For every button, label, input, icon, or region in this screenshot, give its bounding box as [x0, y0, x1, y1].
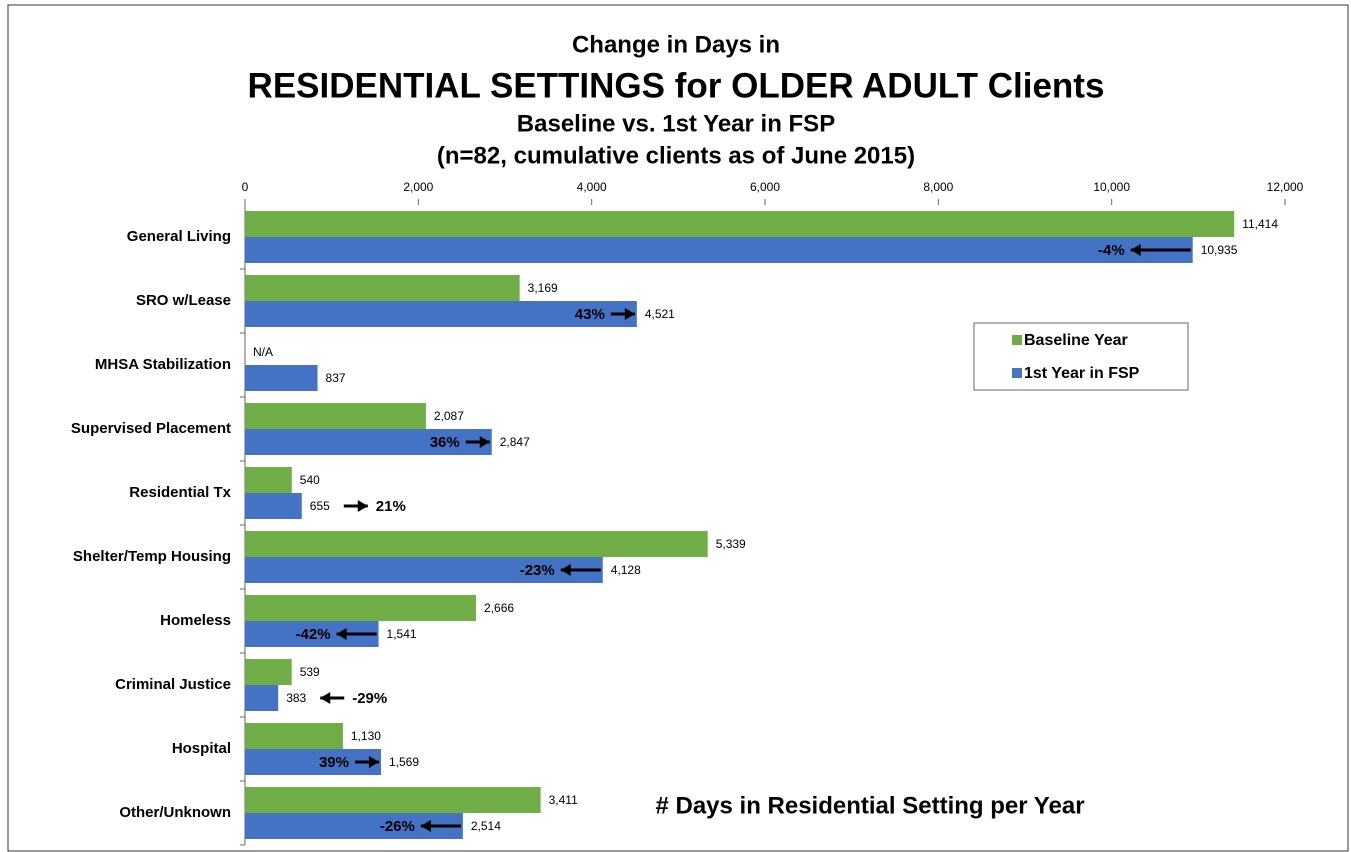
value-label: 383 [286, 691, 306, 705]
change-arrow-head [624, 308, 635, 320]
change-label: -26% [380, 818, 415, 835]
x-tick-label: 6,000 [750, 180, 780, 194]
y-tick-label: Criminal Justice [115, 676, 231, 693]
bar [245, 211, 1235, 237]
change-arrow-head [368, 756, 379, 768]
value-label: 4,521 [645, 307, 675, 321]
value-label: 1,541 [387, 627, 417, 641]
value-label: 3,169 [528, 281, 558, 295]
x-tick-label: 2,000 [403, 180, 433, 194]
y-tick-label: SRO w/Lease [136, 292, 231, 309]
value-label: 2,847 [500, 435, 530, 449]
bar [245, 275, 520, 301]
legend-label: 1st Year in FSP [1024, 365, 1140, 382]
bar [245, 429, 492, 455]
change-label: -29% [352, 690, 387, 707]
x-axis-label: # Days in Residential Setting per Year [655, 792, 1084, 819]
change-label: 36% [430, 434, 460, 451]
change-arrow-head [479, 436, 490, 448]
value-label: 2,087 [434, 409, 464, 423]
bar [245, 659, 292, 685]
change-arrow-head [1130, 244, 1141, 256]
bar [245, 557, 603, 583]
y-tick-label: Hospital [172, 740, 231, 757]
value-label: 539 [300, 665, 320, 679]
bar [245, 685, 279, 711]
value-label: N/A [253, 345, 273, 359]
value-label: 1,130 [351, 729, 381, 743]
x-tick-label: 10,000 [1093, 180, 1130, 194]
change-arrow-head [357, 500, 368, 512]
y-tick-label: Homeless [160, 612, 231, 629]
change-label: -23% [520, 562, 555, 579]
x-tick-label: 0 [242, 180, 249, 194]
value-label: 1,569 [389, 755, 419, 769]
legend [973, 322, 1189, 391]
bar [245, 365, 318, 391]
value-label: 10,935 [1201, 243, 1238, 257]
value-label: 2,666 [484, 601, 514, 615]
change-label: 21% [376, 498, 406, 515]
value-label: 2,514 [471, 819, 501, 833]
change-arrow-head [560, 564, 571, 576]
change-label: -4% [1098, 242, 1125, 259]
bar [245, 237, 1193, 263]
x-tick-label: 4,000 [577, 180, 607, 194]
x-tick-label: 8,000 [923, 180, 953, 194]
bar [245, 595, 477, 621]
change-label: -42% [296, 626, 331, 643]
value-label: 4,128 [611, 563, 641, 577]
change-label: 39% [319, 754, 349, 771]
chart-headline: RESIDENTIAL SETTINGS for OLDER ADULT Cli… [248, 66, 1105, 105]
y-tick-label: Supervised Placement [71, 420, 231, 437]
change-arrow-head [420, 820, 431, 832]
bar [245, 787, 541, 813]
y-tick-label: Other/Unknown [119, 804, 231, 821]
legend-swatch [1012, 335, 1022, 345]
change-label: 43% [575, 306, 605, 323]
bar [245, 723, 343, 749]
y-tick-label: MHSA Stabilization [95, 356, 231, 373]
change-arrow-head [336, 628, 347, 640]
bar [245, 403, 426, 429]
y-tick-label: Residential Tx [129, 484, 231, 501]
value-label: 11,414 [1242, 217, 1278, 231]
value-label: 837 [326, 371, 346, 385]
chart-title: Change in Days in [572, 31, 780, 58]
value-label: 5,339 [716, 537, 746, 551]
y-tick-label: General Living [127, 228, 231, 245]
bar [245, 301, 637, 327]
value-label: 3,411 [549, 793, 578, 807]
change-arrow-head [320, 692, 331, 704]
legend-swatch [1012, 368, 1022, 378]
bar [245, 493, 302, 519]
legend-label: Baseline Year [1024, 332, 1128, 349]
value-label: 655 [310, 499, 330, 513]
y-tick-label: Shelter/Temp Housing [73, 548, 231, 565]
bar [245, 531, 708, 557]
bar [245, 467, 292, 493]
x-tick-label: 12,000 [1267, 180, 1304, 194]
value-label: 540 [300, 473, 320, 487]
chart-subtitle: Baseline vs. 1st Year in FSP [517, 110, 835, 137]
frame [7, 4, 1349, 852]
chart-note: (n=82, cumulative clients as of June 201… [437, 142, 915, 169]
